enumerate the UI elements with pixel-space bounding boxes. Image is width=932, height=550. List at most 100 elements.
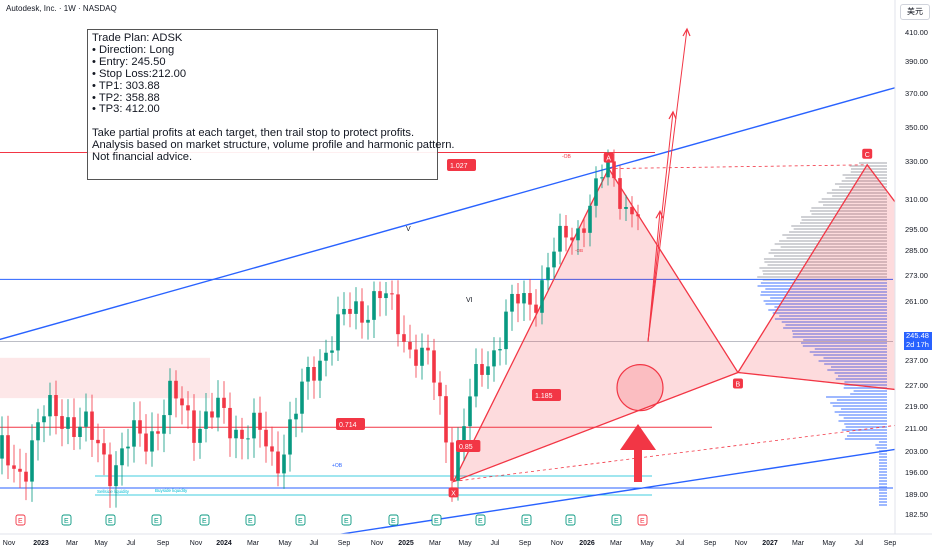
volume-profile-bar [792,333,887,335]
candle-body [282,454,286,474]
candle-body [18,468,22,472]
price-tick-label: 295.00 [905,225,928,234]
time-tick-label: May [640,540,654,547]
price-tick-label: 237.00 [905,356,928,365]
volume-profile-bar [780,246,887,248]
volume-profile-bar [840,408,887,410]
price-tick-label: 261.00 [905,297,928,306]
volume-profile-bar [879,477,887,479]
time-tick-label: Jul [310,540,319,547]
price-tick-label: 203.00 [905,447,928,456]
candle-body [492,350,496,367]
time-tick-label: 2026 [579,540,595,547]
volume-profile-bar [844,438,887,440]
earnings-marker-label: E [298,518,303,525]
volume-profile-bar [774,318,887,320]
volume-profile-bar [765,303,887,305]
candle-body [444,396,448,443]
volume-profile-bar [791,225,887,227]
plan-line: Not financial advice. [92,151,193,164]
volume-profile-bar [879,480,887,482]
candle-body [486,366,490,375]
pattern-point-bg [862,148,873,159]
volume-profile-bar [799,222,887,224]
volume-profile-bar [793,228,887,230]
candle-body [0,435,4,459]
zone-label: Buyside liquidity [155,488,188,493]
candle-body [600,177,604,179]
time-tick-label: Mar [610,540,623,547]
pattern-xb [453,372,739,482]
candle-body [156,431,160,434]
earnings-marker-label: E [344,518,349,525]
candle-body [246,438,250,440]
candle-body [480,364,484,375]
volume-profile-bar [774,243,887,245]
price-axis-bg [895,0,932,550]
currency-button[interactable]: 美元 [900,4,930,20]
ratio-label-bg [456,440,481,452]
volume-profile-bar [759,267,887,269]
candle-body [306,366,310,382]
candle-body [468,396,472,427]
candle-body [504,311,508,350]
candle-body [342,308,346,315]
volume-profile-bar [879,459,887,461]
pattern-point-bg [448,487,459,498]
volume-profile-bar [879,486,887,488]
earnings-marker-label: E [391,518,396,525]
plan-line: Analysis based on market structure, volu… [92,139,455,152]
earnings-marker [151,514,162,526]
volume-profile-bar [757,276,887,278]
candle-body [204,411,208,429]
volume-profile-bar [835,378,887,380]
time-tick-label: May [822,540,836,547]
candle-body [582,228,586,233]
volume-profile-bar [879,489,887,491]
candle-body [336,314,340,351]
candle-body [24,471,28,482]
volume-profile-bar [824,363,887,365]
buy-arrow-shaft [634,444,642,482]
candle-body [474,364,478,397]
earnings-marker [611,514,622,526]
time-tick-label: Nov [735,540,748,547]
candle-body [36,422,40,441]
candle-body [558,225,562,252]
candle-body [150,431,154,452]
candle-body [576,228,580,241]
candle-body [270,446,274,452]
volume-profile-bar [844,423,887,425]
volume-profile-bar [839,186,887,188]
volume-profile-bar [823,204,887,206]
volume-profile-bar [850,393,887,395]
candle-body [312,366,316,381]
volume-profile-bar [770,297,887,299]
candle-body [528,293,532,305]
volume-profile-bar [757,285,887,287]
zone-label: -OB [575,248,583,253]
earnings-marker-label: E [614,518,619,525]
price-tick-label: 285.00 [905,246,928,255]
candle-body [42,416,46,423]
volume-profile-bar [845,177,887,179]
ratio-label: 0.85 [459,444,473,451]
plan-line: • TP3: 412.00 [92,103,160,116]
earnings-marker [199,514,210,526]
volume-profile-bar [831,189,887,191]
volume-profile-bar [774,306,887,308]
volume-profile-bar [879,495,887,497]
target-arrow [647,28,688,342]
candle-body [510,293,514,312]
candle-body [108,454,112,487]
candle-body [126,446,130,449]
candle-body [522,293,526,304]
bar-countdown: 2d 17h [906,339,929,349]
volume-profile-bar [879,504,887,506]
volume-profile-bar [809,351,887,353]
volume-profile-bar [879,465,887,467]
candle-body [516,293,520,304]
wave-label: V [406,226,411,233]
